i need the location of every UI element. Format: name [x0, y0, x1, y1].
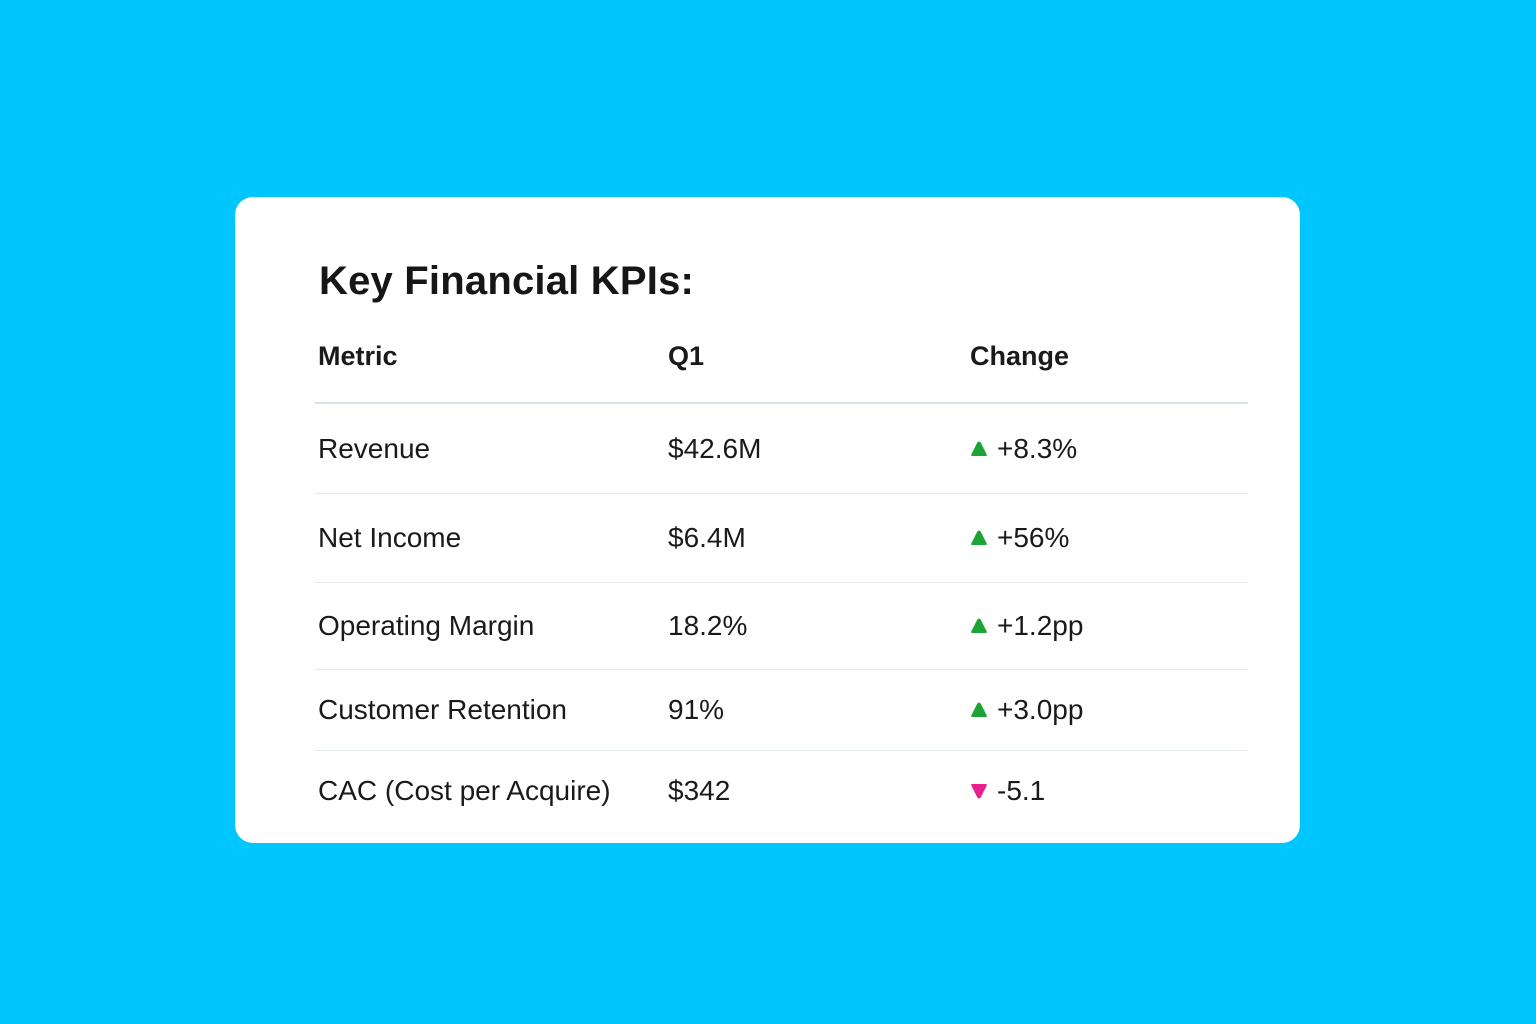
- change-cell: -5.1: [970, 751, 1045, 831]
- triangle-up-icon: [970, 529, 988, 547]
- triangle-down-icon: [970, 782, 988, 800]
- q1-cell: 91%: [668, 694, 725, 725]
- triangle-up-icon: [970, 701, 988, 719]
- change-cell: +1.2pp: [970, 583, 1083, 669]
- change-value: +3.0pp: [997, 694, 1084, 725]
- metric-cell: Operating Margin: [318, 610, 535, 641]
- table-row: CAC (Cost per Acquire) $342 -5.1: [315, 751, 1248, 831]
- change-value: +8.3%: [997, 432, 1078, 464]
- q1-cell: $6.4M: [668, 522, 746, 553]
- table-row: Operating Margin 18.2% +1.2pp: [315, 583, 1248, 670]
- header-q1: Q1: [668, 341, 705, 371]
- table-row: Net Income $6.4M +56%: [315, 494, 1248, 583]
- table-header: Metric Q1 Change: [315, 327, 1248, 404]
- q1-cell: 18.2%: [668, 610, 748, 641]
- table-row: Customer Retention 91% +3.0pp: [315, 670, 1248, 751]
- kpi-table: Metric Q1 Change Revenue $42.6M +8.3% Ne…: [315, 327, 1248, 831]
- metric-cell: CAC (Cost per Acquire): [318, 775, 611, 806]
- change-value: -5.1: [997, 775, 1046, 806]
- change-cell: +8.3%: [970, 404, 1077, 493]
- metric-cell: Revenue: [318, 432, 431, 464]
- table-row: Revenue $42.6M +8.3%: [315, 404, 1248, 494]
- card-title: Key Financial KPIs:: [319, 259, 695, 303]
- change-cell: +56%: [970, 494, 1069, 582]
- triangle-up-icon: [970, 617, 988, 635]
- change-value: +1.2pp: [997, 610, 1084, 641]
- header-metric: Metric: [318, 341, 398, 371]
- q1-cell: $42.6M: [668, 432, 762, 464]
- metric-cell: Net Income: [318, 522, 462, 553]
- triangle-up-icon: [970, 440, 988, 458]
- change-value: +56%: [997, 522, 1070, 553]
- metric-cell: Customer Retention: [318, 694, 568, 725]
- header-change: Change: [970, 341, 1070, 371]
- change-cell: +3.0pp: [970, 670, 1083, 750]
- q1-cell: $342: [668, 775, 731, 806]
- kpi-card: Key Financial KPIs: Metric Q1 Change Rev…: [235, 197, 1300, 843]
